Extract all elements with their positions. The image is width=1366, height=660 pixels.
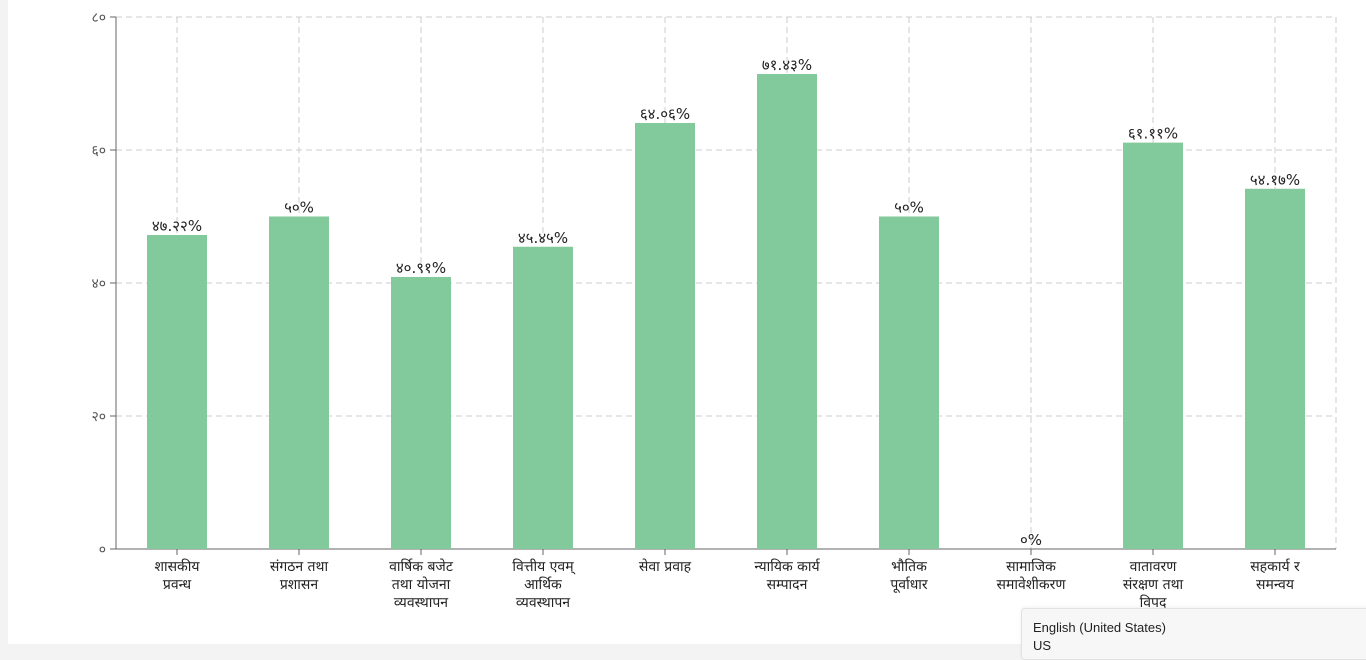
category-label: सेवा प्रवाह: [639, 558, 692, 575]
bar: [147, 234, 207, 549]
category-label: सहकार्य र समन्वय: [1250, 558, 1300, 593]
bars: [147, 73, 1305, 549]
data-label: ०%: [1020, 531, 1042, 549]
data-label: ४७.२२%: [152, 217, 202, 235]
category-label: वातावरण संरक्षण तथा विपद: [1123, 559, 1184, 611]
bar: [1245, 188, 1305, 549]
bar: [757, 73, 817, 549]
category-label: न्यायिक कार्य सम्पादन: [754, 558, 820, 593]
y-tick-label: ४०: [91, 276, 106, 292]
data-label: ६१.११%: [1128, 125, 1178, 143]
y-tick-label: ६०: [91, 143, 106, 159]
bar: [391, 276, 451, 549]
bar: [513, 246, 573, 549]
labels: ४७.२२% शासकीय प्रवन्ध ५०% संगठन तथा प्रशासन ४०…: [152, 56, 1300, 611]
y-tick-label: ८०: [91, 10, 106, 26]
category-label: वार्षिक बजेट तथा योजना व्यवस्थापन: [389, 558, 454, 611]
bar: [635, 123, 695, 549]
category-label: शासकीय प्रवन्ध: [154, 558, 200, 593]
language-region: US: [1033, 638, 1052, 653]
data-label: ७१.४३%: [762, 56, 812, 74]
data-label: ६४.०६%: [640, 105, 690, 123]
language-indicator-popup[interactable]: English (United States) US: [1021, 608, 1366, 660]
bar: [879, 216, 939, 549]
category-label: सामाजिक समावेशीकरण: [997, 558, 1067, 593]
y-tick-label: २०: [91, 409, 106, 425]
category-label: संगठन तथा प्रशासन: [270, 559, 329, 593]
category-label: भौतिक पूर्वाधार: [890, 558, 928, 593]
data-label: ५०%: [284, 199, 314, 217]
data-label: ५०%: [894, 199, 924, 217]
category-label: वित्तीय एवम् आर्थिक व्यवस्थापन: [512, 558, 575, 611]
bar-chart: ० २० ४० ६० ८० ४७.२२% शासकीय प्रवन्ध ५०% संगठन तथ…: [91, 10, 1337, 611]
data-label: ५४.१७%: [1250, 171, 1300, 189]
y-tick-label: ०: [99, 542, 106, 558]
data-label: ४५.४५%: [518, 229, 568, 247]
language-name: English (United States): [1033, 620, 1166, 635]
bar: [269, 216, 329, 549]
bar: [1123, 142, 1183, 549]
data-label: ४०.९१%: [396, 259, 446, 277]
